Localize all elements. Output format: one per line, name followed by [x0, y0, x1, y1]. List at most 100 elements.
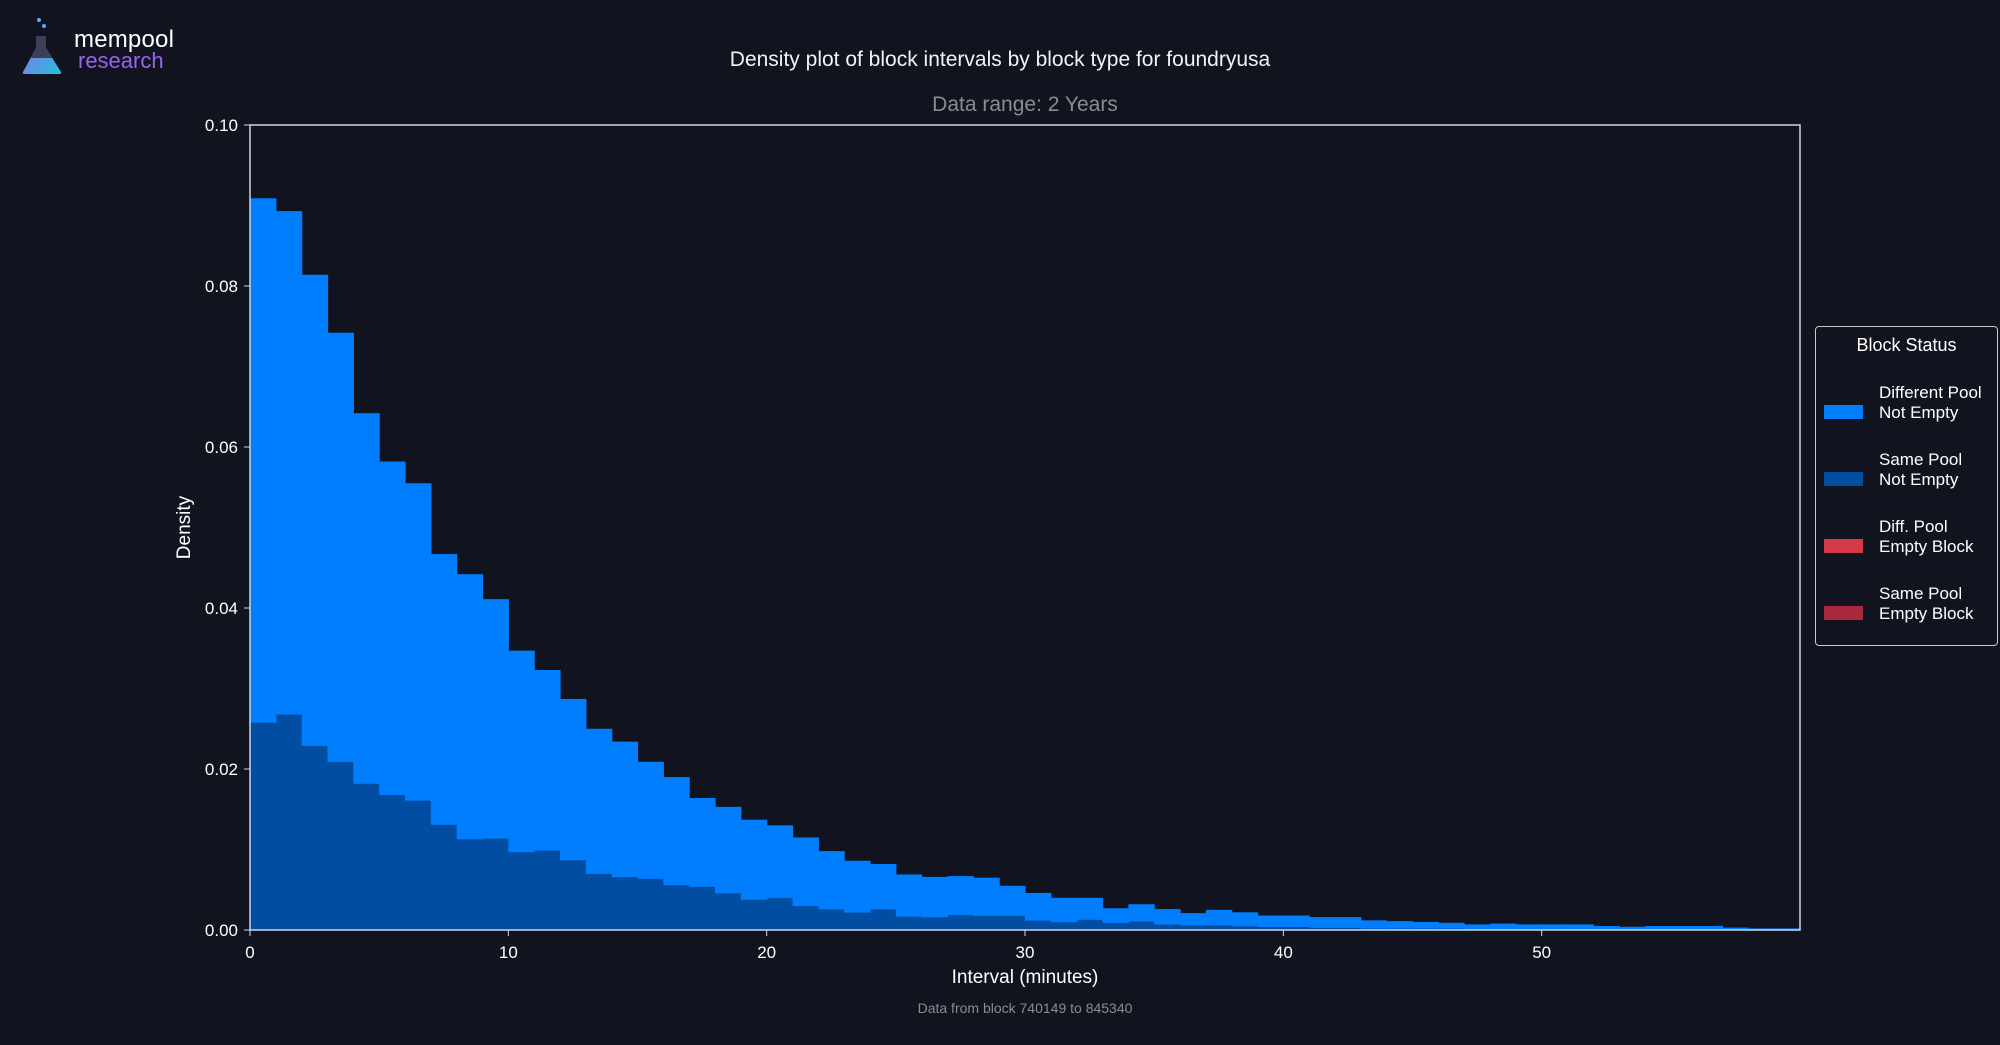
- bar-diff-pool-not-empty-36: [1180, 913, 1207, 926]
- legend-swatch: [1824, 472, 1863, 486]
- data-range-note: Data from block 740149 to 845340: [917, 1000, 1133, 1016]
- bar-same-pool-not-empty-11: [534, 850, 561, 931]
- bar-diff-pool-not-empty-6: [405, 483, 432, 801]
- legend-item-diff-pool-empty: Diff. Pool Empty Block: [1824, 513, 1999, 557]
- bar-same-pool-not-empty-9: [482, 838, 509, 931]
- y-tick-label: 0.00: [205, 921, 238, 940]
- bar-same-pool-not-empty-4: [353, 783, 380, 931]
- bar-same-pool-not-empty-12: [560, 859, 587, 931]
- bar-same-pool-not-empty-37: [1205, 925, 1233, 931]
- bar-diff-pool-not-empty-50: [1541, 924, 1569, 930]
- legend-label: Same Pool Empty Block: [1879, 584, 1974, 623]
- bar-same-pool-not-empty-8: [456, 839, 484, 931]
- bars-layer: [250, 198, 1801, 931]
- bar-diff-pool-not-empty-33: [1102, 908, 1129, 924]
- brand-name: mempool: [74, 26, 175, 53]
- bar-same-pool-not-empty-16: [663, 884, 690, 931]
- bar-same-pool-not-empty-27: [947, 914, 974, 931]
- chart-legend: Block Status Different Pool Not Empty Sa…: [1815, 326, 1998, 646]
- bar-diff-pool-not-empty-45: [1412, 921, 1439, 929]
- bar-same-pool-not-empty-29: [999, 915, 1026, 931]
- x-axis-label: Interval (minutes): [952, 967, 1099, 988]
- legend-swatch: [1824, 539, 1863, 553]
- bar-same-pool-not-empty-3: [327, 761, 354, 931]
- bar-diff-pool-not-empty-4: [353, 413, 380, 784]
- bar-diff-pool-not-empty-53: [1619, 926, 1646, 930]
- bar-diff-pool-not-empty-41: [1309, 917, 1336, 928]
- x-axis: 0 10 20 30 40 50: [245, 930, 1551, 962]
- bar-diff-pool-not-empty-49: [1515, 924, 1543, 930]
- bar-diff-pool-not-empty-47: [1464, 924, 1491, 930]
- bar-same-pool-not-empty-22: [818, 909, 845, 931]
- bar-diff-pool-not-empty-56: [1696, 925, 1724, 930]
- bar-diff-pool-not-empty-21: [792, 837, 819, 907]
- bar-diff-pool-not-empty-46: [1438, 922, 1465, 929]
- bar-same-pool-not-empty-10: [508, 851, 535, 931]
- bar-diff-pool-not-empty-38: [1231, 912, 1259, 927]
- bar-diff-pool-not-empty-51: [1567, 924, 1594, 930]
- bar-diff-pool-not-empty-11: [534, 669, 561, 851]
- bar-same-pool-not-empty-35: [1154, 924, 1181, 931]
- bar-diff-pool-not-empty-52: [1593, 925, 1620, 930]
- bar-same-pool-not-empty-42: [1335, 927, 1362, 931]
- chart-subtitle: Data range: 2 Years: [932, 93, 1118, 116]
- bar-same-pool-not-empty-20: [766, 897, 794, 931]
- bar-same-pool-not-empty-14: [611, 876, 639, 931]
- bar-diff-pool-not-empty-1: [275, 211, 303, 715]
- bar-diff-pool-not-empty-16: [663, 777, 690, 886]
- bar-diff-pool-not-empty-39: [1257, 915, 1284, 928]
- y-tick-label: 0.10: [205, 116, 238, 135]
- bar-diff-pool-not-empty-30: [1025, 892, 1052, 921]
- bar-diff-pool-not-empty-42: [1335, 917, 1362, 928]
- bar-same-pool-not-empty-0: [250, 722, 277, 931]
- bar-diff-pool-not-empty-34: [1128, 904, 1155, 922]
- bar-diff-pool-not-empty-19: [740, 819, 768, 900]
- y-tick-label: 0.08: [205, 277, 238, 296]
- bar-same-pool-not-empty-30: [1025, 920, 1052, 931]
- legend-label: Same Pool Not Empty: [1879, 450, 1963, 489]
- bar-diff-pool-not-empty-2: [301, 274, 329, 746]
- bar-diff-pool-not-empty-18: [715, 806, 742, 894]
- bar-diff-pool-not-empty-23: [844, 860, 871, 913]
- x-tick-label: 0: [245, 943, 254, 962]
- bar-diff-pool-not-empty-25: [895, 874, 923, 917]
- legend-title: Block Status: [1856, 335, 1957, 355]
- y-axis: 0.00 0.02 0.04 0.06 0.08 0.10: [205, 116, 250, 940]
- bar-same-pool-not-empty-32: [1076, 919, 1104, 931]
- y-tick-label: 0.06: [205, 438, 238, 457]
- bar-diff-pool-not-empty-7: [430, 554, 458, 825]
- bar-same-pool-not-empty-41: [1309, 927, 1336, 931]
- legend-swatch: [1824, 606, 1863, 620]
- bar-diff-pool-not-empty-40: [1283, 915, 1310, 928]
- bar-same-pool-not-empty-17: [689, 886, 716, 931]
- bar-same-pool-not-empty-24: [870, 909, 897, 931]
- bar-same-pool-not-empty-1: [275, 714, 303, 931]
- bar-same-pool-not-empty-5: [379, 794, 406, 931]
- bar-diff-pool-not-empty-26: [921, 876, 949, 918]
- bar-same-pool-not-empty-40: [1283, 926, 1310, 931]
- legend-label: Different Pool Not Empty: [1879, 383, 1982, 422]
- legend-item-same-pool-not-empty: Same Pool Not Empty: [1824, 446, 1999, 490]
- y-tick-label: 0.02: [205, 760, 238, 779]
- bar-diff-pool-not-empty-10: [508, 650, 535, 853]
- y-axis-label: Density: [174, 495, 195, 559]
- bar-diff-pool-not-empty-0: [250, 198, 277, 723]
- x-tick-label: 50: [1532, 943, 1551, 962]
- bar-diff-pool-not-empty-32: [1076, 897, 1104, 920]
- chart-title: Density plot of block intervals by block…: [729, 48, 1271, 71]
- x-tick-label: 20: [757, 943, 776, 962]
- bar-diff-pool-not-empty-54: [1645, 925, 1672, 930]
- bar-diff-pool-not-empty-37: [1205, 909, 1233, 926]
- bar-same-pool-not-empty-23: [844, 912, 871, 931]
- bar-same-pool-not-empty-19: [740, 899, 768, 931]
- bar-same-pool-not-empty-7: [430, 824, 458, 931]
- bar-diff-pool-not-empty-28: [973, 877, 1000, 916]
- bar-diff-pool-not-empty-22: [818, 851, 845, 910]
- bar-diff-pool-not-empty-12: [560, 698, 587, 861]
- bar-diff-pool-not-empty-14: [611, 741, 639, 878]
- bar-same-pool-not-empty-38: [1231, 925, 1259, 931]
- bar-same-pool-not-empty-2: [301, 745, 329, 931]
- bar-same-pool-not-empty-39: [1257, 926, 1284, 931]
- x-tick-label: 30: [1016, 943, 1035, 962]
